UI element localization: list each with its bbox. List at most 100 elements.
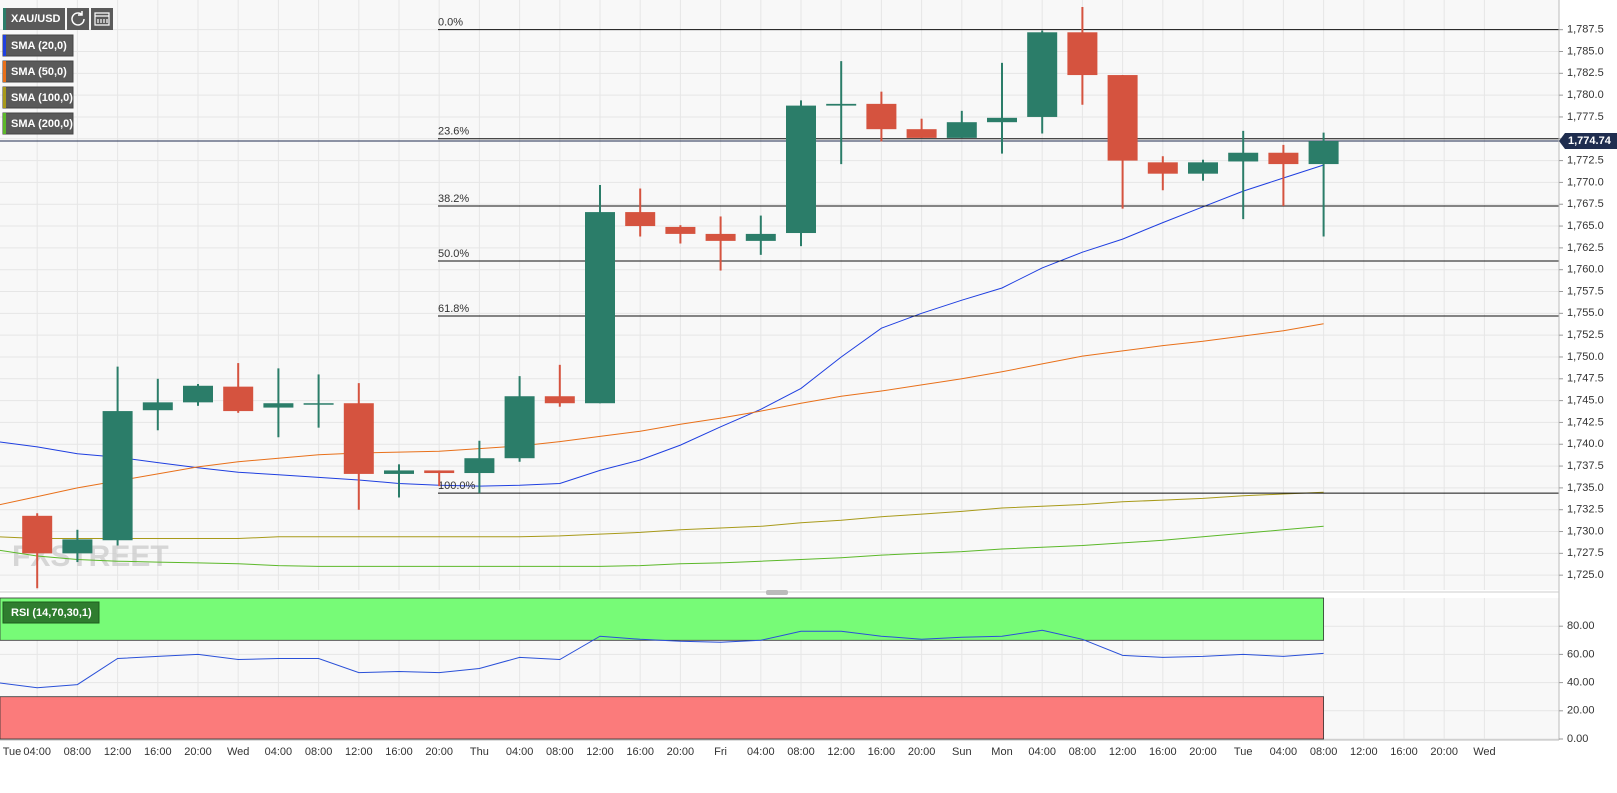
refresh-button[interactable] [67, 8, 89, 30]
x-tick-label: 08:00 [546, 746, 574, 758]
y-tick-label: 1,740.0 [1567, 438, 1604, 450]
x-tick-label: Fri [714, 746, 727, 758]
symbol-box[interactable] [3, 8, 65, 30]
x-tick-label: Tue [3, 746, 22, 758]
y-tick-label: 1,755.0 [1567, 307, 1604, 319]
y-tick-label: 1,747.5 [1567, 373, 1604, 385]
legend-label: SMA (200,0) [11, 118, 73, 130]
legend: SMA (20,0) SMA (50,0) SMA (100,0) SMA (200,… [2, 34, 74, 135]
candle-body [705, 233, 736, 241]
candle-body [1067, 32, 1098, 76]
fib-label: 38.2% [438, 193, 469, 205]
panel-handle[interactable] [766, 590, 788, 595]
candle-body [866, 103, 897, 130]
x-tick-label: 04:00 [1270, 746, 1298, 758]
x-tick-label: 16:00 [1390, 746, 1418, 758]
y-tick-label: 20.00 [1567, 705, 1595, 717]
y-tick-label: 1,770.0 [1567, 176, 1604, 188]
x-tick-label: 12:00 [827, 746, 855, 758]
candle-body [1027, 32, 1058, 117]
x-tick-label: 08:00 [64, 746, 92, 758]
y-tick-label: 1,757.5 [1567, 285, 1604, 297]
candle-body [424, 470, 455, 474]
rsi-legend: RSI (14,70,30,1) [2, 601, 100, 624]
calendar-icon [94, 12, 110, 26]
candle-body [1147, 162, 1178, 174]
x-tick-label: Sun [952, 746, 972, 758]
candle-body [1188, 162, 1218, 174]
legend-label: SMA (100,0) [11, 92, 73, 104]
x-tick-label: 20:00 [425, 746, 453, 758]
x-tick-label: Thu [470, 746, 489, 758]
candle-body [625, 212, 656, 227]
x-tick-label: 04:00 [23, 746, 51, 758]
price-plot-bg [0, 0, 1559, 590]
candle-body [987, 117, 1017, 123]
y-tick-label: 40.00 [1567, 677, 1595, 689]
candle-body [745, 233, 776, 241]
x-tick-label: 20:00 [1430, 746, 1458, 758]
candle-body [343, 403, 374, 474]
y-tick-label: 1,785.0 [1567, 45, 1604, 57]
legend-swatch [3, 61, 6, 82]
y-tick-label: 1,745.0 [1567, 395, 1604, 407]
y-tick-label: 1,725.0 [1567, 569, 1604, 581]
y-tick-label: 1,742.5 [1567, 416, 1604, 428]
candle-body [906, 129, 937, 138]
x-tick-label: Wed [1473, 746, 1495, 758]
candle-body [1308, 141, 1339, 165]
candle-body [22, 515, 53, 554]
x-tick-label: Mon [991, 746, 1012, 758]
candle-body [384, 470, 414, 474]
x-tick-label: 12:00 [1350, 746, 1378, 758]
rsi-legend-label: RSI (14,70,30,1) [11, 607, 92, 619]
x-tick-label: 04:00 [1028, 746, 1056, 758]
symbol-color [3, 8, 6, 30]
y-tick-label: 1,765.0 [1567, 220, 1604, 232]
sma-line [0, 491, 1324, 539]
candle-body [786, 105, 816, 234]
candle-body [1228, 152, 1259, 162]
x-tick-label: 20:00 [667, 746, 695, 758]
y-tick-label: 1,780.0 [1567, 89, 1604, 101]
candle-body [585, 212, 615, 404]
candle-body [183, 385, 213, 403]
x-tick-label: 16:00 [144, 746, 172, 758]
x-tick-label: 12:00 [1109, 746, 1137, 758]
x-tick-label: 12:00 [345, 746, 373, 758]
x-tick-label: 04:00 [747, 746, 775, 758]
legend-swatch [3, 113, 6, 134]
y-tick-label: 1,787.5 [1567, 24, 1604, 36]
price-tag-label: 1,774.74 [1568, 135, 1612, 147]
y-tick-label: 1,767.5 [1567, 198, 1604, 210]
candle-body [1268, 152, 1299, 165]
x-tick-label: 20:00 [908, 746, 936, 758]
candle-body [946, 122, 977, 138]
y-tick-label: 1,777.5 [1567, 111, 1604, 123]
y-tick-label: 1,782.5 [1567, 67, 1604, 79]
candle-body [102, 411, 133, 541]
x-tick-label: 08:00 [305, 746, 333, 758]
x-tick-label: Tue [1234, 746, 1253, 758]
sma-line [0, 164, 1324, 487]
x-tick-label: 16:00 [868, 746, 896, 758]
candle-body [263, 403, 294, 408]
refresh-icon [71, 11, 85, 26]
price-tag-shape [1559, 133, 1617, 150]
rsi-legend-box[interactable] [2, 601, 100, 624]
x-tick-label: 08:00 [787, 746, 815, 758]
x-tick-label: 16:00 [626, 746, 654, 758]
x-tick-label: 04:00 [506, 746, 534, 758]
fib-label: 50.0% [438, 248, 469, 260]
rsi-line [0, 629, 1324, 689]
legend-label: SMA (50,0) [11, 66, 67, 78]
x-tick-label: 04:00 [265, 746, 293, 758]
calendar-button[interactable] [91, 8, 113, 30]
fib-label: 100.0% [438, 480, 476, 492]
y-tick-label: 1,735.0 [1567, 482, 1604, 494]
y-tick-label: 1,732.5 [1567, 504, 1604, 516]
candle-body [303, 403, 334, 405]
rsi-zone [0, 696, 1324, 740]
x-tick-label: 08:00 [1310, 746, 1338, 758]
